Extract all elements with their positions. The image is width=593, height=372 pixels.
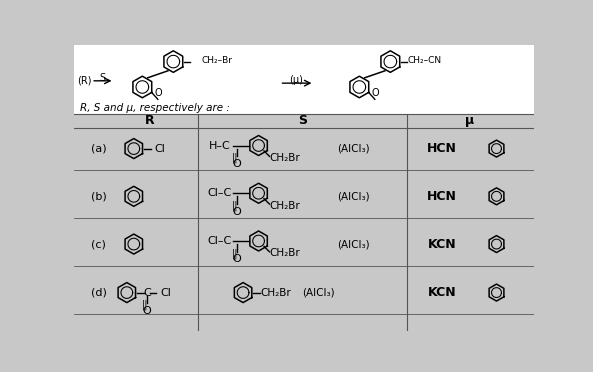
Text: (c): (c): [91, 239, 106, 249]
Text: CH₂Br: CH₂Br: [269, 248, 300, 258]
Text: (AlCl₃): (AlCl₃): [302, 288, 334, 298]
Text: Cl: Cl: [154, 144, 165, 154]
Text: (a): (a): [91, 144, 107, 154]
Text: O: O: [232, 254, 241, 264]
Text: (AlCl₃): (AlCl₃): [337, 191, 369, 201]
Text: Cl–C: Cl–C: [208, 236, 232, 246]
Text: R: R: [145, 114, 154, 127]
Text: Cl: Cl: [160, 288, 171, 298]
Text: (AlCl₃): (AlCl₃): [337, 144, 369, 154]
Text: CH₂Br: CH₂Br: [269, 153, 300, 163]
Text: (μ): (μ): [289, 75, 304, 85]
Text: μ: μ: [465, 114, 474, 127]
Text: S: S: [100, 73, 106, 83]
Text: R, S and μ, respectively are :: R, S and μ, respectively are :: [80, 103, 230, 113]
Text: HCN: HCN: [428, 190, 457, 203]
Text: C: C: [143, 288, 151, 298]
Text: CH₂–Br: CH₂–Br: [201, 55, 232, 64]
Text: HCN: HCN: [428, 142, 457, 155]
Text: O: O: [371, 88, 379, 98]
Ellipse shape: [425, 78, 483, 111]
Text: (R): (R): [77, 76, 91, 86]
Text: (b): (b): [91, 191, 107, 201]
Text: (AlCl₃): (AlCl₃): [337, 239, 369, 249]
Text: ||: ||: [231, 153, 238, 163]
Text: (d): (d): [91, 288, 107, 298]
Text: O: O: [154, 88, 162, 98]
Text: KCN: KCN: [428, 286, 457, 299]
Text: O: O: [142, 306, 151, 316]
Text: CH₂Br: CH₂Br: [260, 288, 291, 298]
Text: ||: ||: [141, 300, 148, 310]
FancyBboxPatch shape: [74, 45, 534, 114]
Text: Cl–C: Cl–C: [208, 188, 232, 198]
Text: ||: ||: [231, 200, 238, 211]
Text: KCN: KCN: [428, 238, 457, 251]
Text: CH₂–CN: CH₂–CN: [407, 55, 442, 64]
Text: CH₂Br: CH₂Br: [269, 201, 300, 211]
Text: S: S: [298, 114, 307, 127]
Text: H–C: H–C: [209, 141, 231, 151]
Text: O: O: [232, 159, 241, 169]
Text: ||: ||: [231, 248, 238, 259]
Text: O: O: [232, 207, 241, 217]
